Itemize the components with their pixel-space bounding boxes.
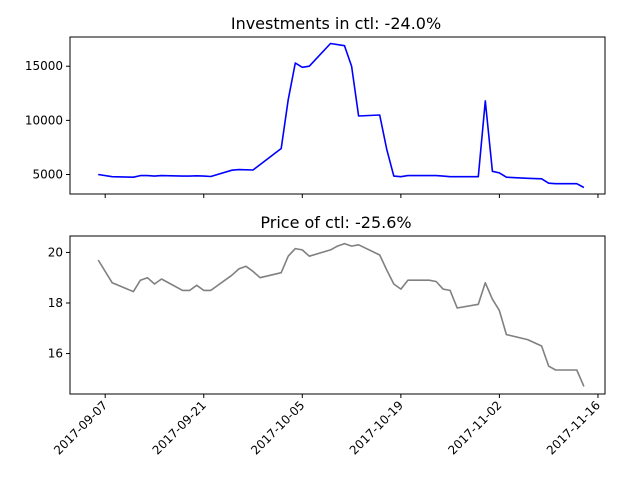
price-chart-title: Price of ctl: -25.6% [260, 213, 411, 232]
investments-series-line [98, 42, 585, 189]
price-series-line [97, 242, 585, 387]
investments-chart-title: Investments in ctl: -24.0% [231, 14, 441, 33]
price-y-tick-label: 16 [48, 347, 63, 361]
price-y-tick-label: 20 [48, 245, 63, 259]
price-chart-frame [69, 235, 606, 395]
price-y-tick-label: 18 [48, 296, 63, 310]
investments-y-tick-label: 15000 [25, 59, 63, 73]
investments-chart: Investments in ctl: -24.0% 5000 10000 1500… [25, 14, 606, 198]
investments-y-tick-label: 10000 [25, 113, 63, 127]
investments-y-tick-label: 5000 [32, 168, 63, 182]
investments-chart-marks: 5000 10000 15000 [25, 42, 599, 198]
investments-chart-frame [69, 36, 606, 195]
